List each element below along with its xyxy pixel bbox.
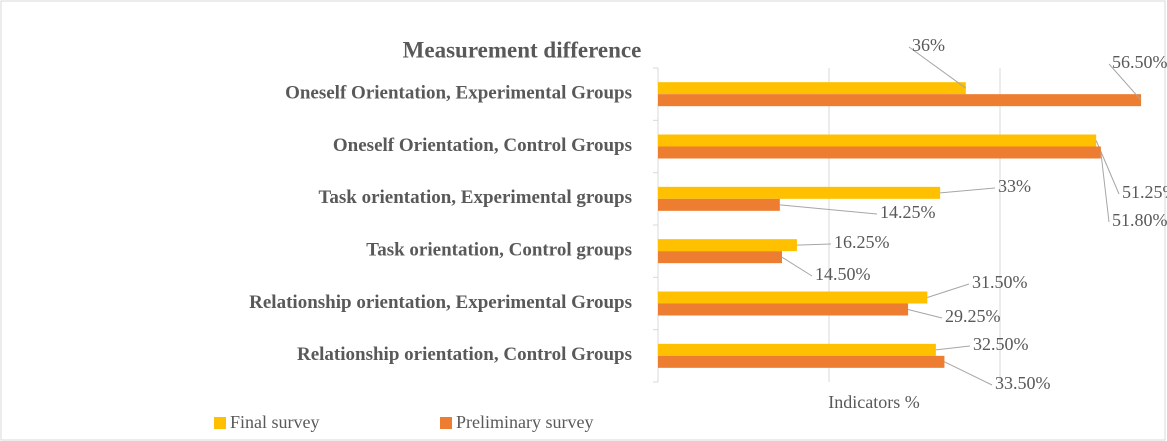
data-label: 31.50%: [972, 272, 1028, 292]
bar: [658, 239, 797, 252]
bar: [658, 94, 1142, 107]
category-label: Relationship orientation, Experimental G…: [249, 292, 632, 313]
leader-line: [908, 46, 967, 89]
data-label: 36%: [912, 35, 945, 55]
data-label: 33%: [998, 176, 1031, 196]
category-label: Task orientation, Experimental groups: [318, 187, 632, 208]
bar: [658, 343, 936, 356]
bar: [658, 291, 928, 304]
leader-line: [927, 283, 970, 298]
bar: [658, 251, 782, 264]
data-label: 29.25%: [945, 306, 1001, 326]
data-label: 51.25%: [1122, 182, 1167, 202]
category-label: Relationship orientation, Control Groups: [297, 344, 632, 365]
data-label: 51.80%: [1112, 210, 1167, 230]
leader-line: [779, 204, 878, 215]
category-label: Oneself Orientation, Control Groups: [333, 135, 632, 156]
legend-label: Preliminary survey: [456, 412, 593, 432]
legend-swatch: [214, 417, 226, 429]
legend-label: Final survey: [230, 412, 320, 432]
bar: [658, 146, 1101, 159]
bar: [658, 198, 780, 211]
data-label: 14.25%: [880, 202, 936, 222]
chart-title: Measurement difference: [403, 37, 642, 62]
leader-line: [781, 256, 813, 277]
data-label: 32.50%: [973, 334, 1029, 354]
bar: [658, 303, 909, 316]
data-label: 56.50%: [1112, 52, 1167, 72]
leader-line: [935, 345, 971, 351]
leader-line: [1108, 63, 1142, 101]
data-label: 33.50%: [995, 373, 1051, 393]
bar: [658, 82, 966, 95]
bar: [658, 355, 945, 368]
data-label: 14.50%: [815, 264, 871, 284]
leader-line: [796, 243, 832, 246]
data-label: 16.25%: [834, 232, 890, 252]
leader-line: [907, 309, 943, 319]
bar: [658, 186, 941, 199]
leader-line: [940, 187, 996, 194]
legend-swatch: [440, 417, 452, 429]
leader-line: [944, 361, 993, 386]
x-axis-label: Indicators %: [828, 392, 919, 412]
bar: [658, 134, 1097, 147]
leader-line: [1100, 152, 1110, 223]
category-label: Oneself Orientation, Experimental Groups: [285, 83, 632, 104]
category-label: Task orientation, Control groups: [366, 240, 632, 261]
